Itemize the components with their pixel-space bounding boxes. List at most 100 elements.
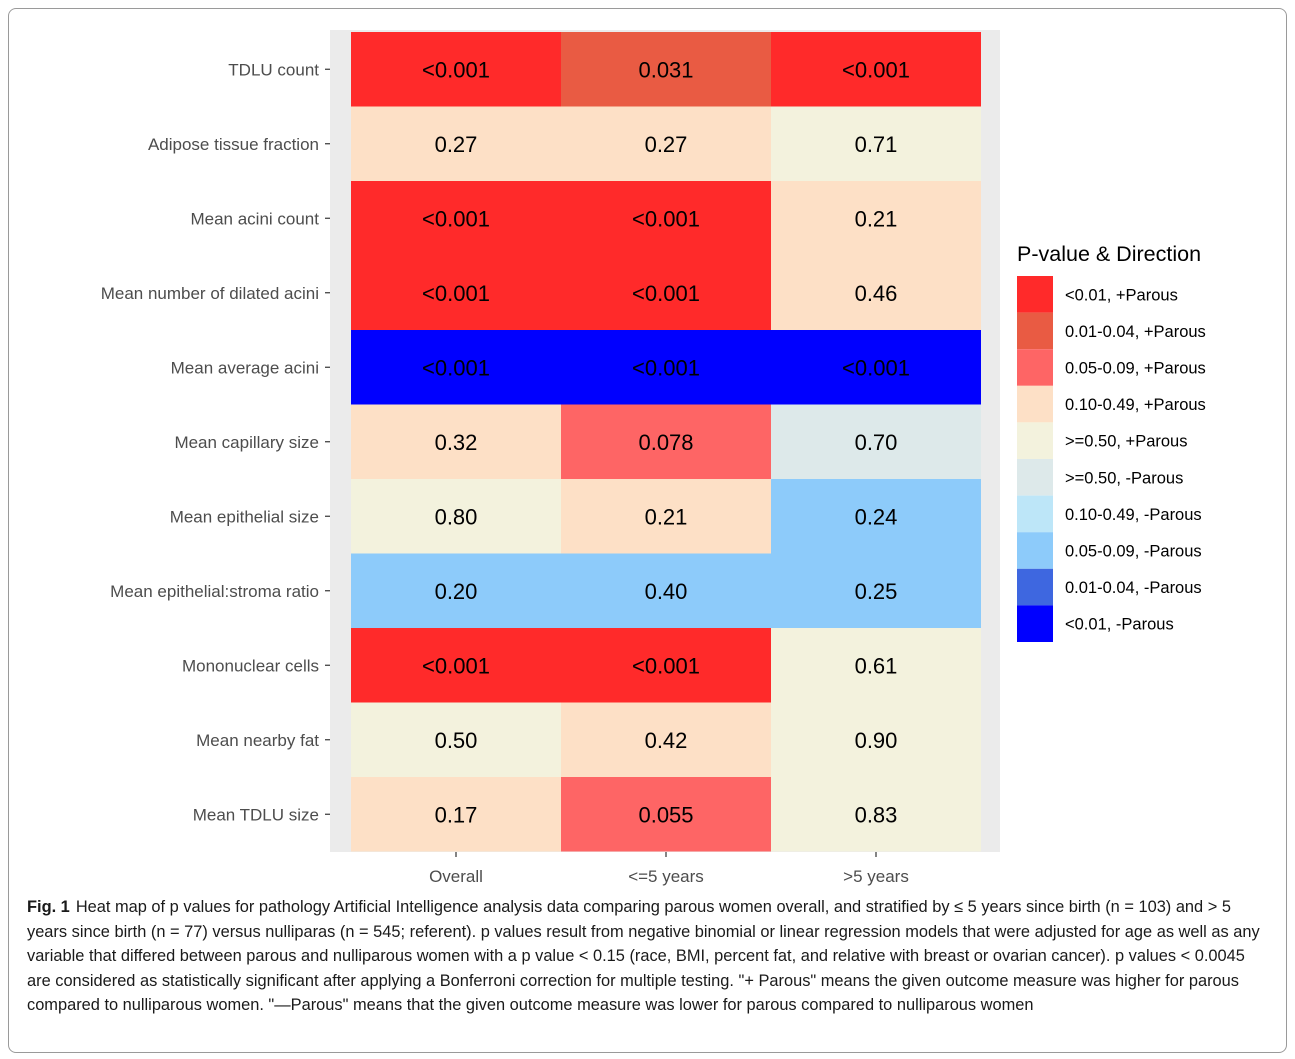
y-tick-label: Mean capillary size bbox=[174, 433, 319, 452]
cell-value-label: 0.50 bbox=[435, 728, 478, 753]
heatmap-cell bbox=[561, 702, 771, 777]
caption-label: Fig. 1 bbox=[27, 898, 70, 916]
heatmap-cell bbox=[561, 330, 771, 405]
cell-value-label: 0.24 bbox=[855, 504, 898, 529]
legend-swatch bbox=[1017, 276, 1053, 313]
cell-value-label: 0.32 bbox=[435, 430, 478, 455]
figure-frame bbox=[8, 8, 1287, 1053]
cell-value-label: <0.001 bbox=[632, 653, 700, 678]
cell-value-label: 0.21 bbox=[855, 206, 898, 231]
cell-value-label: 0.46 bbox=[855, 281, 898, 306]
legend-label: <0.01, +Parous bbox=[1065, 286, 1178, 304]
cell-value-label: 0.078 bbox=[638, 430, 693, 455]
x-tick-label: Overall bbox=[429, 867, 483, 886]
heatmap-cell bbox=[771, 330, 981, 405]
y-tick-label: Mean epithelial size bbox=[170, 507, 319, 526]
cell-value-label: <0.001 bbox=[632, 281, 700, 306]
legend-label: >=0.50, +Parous bbox=[1065, 433, 1187, 451]
figure-caption: Fig. 1 Heat map of p values for pathology… bbox=[27, 895, 1272, 1018]
heatmap-cell bbox=[351, 181, 561, 256]
y-tick-label: Mean epithelial:stroma ratio bbox=[110, 582, 319, 601]
legend-swatch bbox=[1017, 422, 1053, 459]
heatmap-cell bbox=[771, 106, 981, 181]
cell-value-label: 0.70 bbox=[855, 430, 898, 455]
cell-value-label: 0.71 bbox=[855, 132, 898, 157]
heatmap-cell bbox=[771, 479, 981, 554]
heatmap-cell bbox=[351, 255, 561, 330]
legend-label: >=0.50, -Parous bbox=[1065, 469, 1183, 487]
heatmap-cell bbox=[771, 553, 981, 628]
cell-value-label: 0.25 bbox=[855, 579, 898, 604]
heatmap-cell bbox=[771, 404, 981, 479]
heatmap-cell bbox=[351, 479, 561, 554]
heatmap-cell bbox=[561, 106, 771, 181]
cell-value-label: 0.21 bbox=[645, 504, 688, 529]
y-tick-label: Mean TDLU size bbox=[193, 805, 319, 824]
y-tick-label: Mean number of dilated acini bbox=[101, 284, 319, 303]
cell-value-label: <0.001 bbox=[842, 57, 910, 82]
heatmap-cell bbox=[561, 255, 771, 330]
y-tick-label: Mononuclear cells bbox=[182, 656, 319, 675]
heatmap-cell bbox=[771, 255, 981, 330]
heatmap-cell bbox=[771, 181, 981, 256]
heatmap-cell bbox=[561, 553, 771, 628]
heatmap-cell bbox=[561, 404, 771, 479]
legend-label: <0.01, -Parous bbox=[1065, 616, 1174, 634]
cell-value-label: <0.001 bbox=[632, 206, 700, 231]
legend-swatch bbox=[1017, 459, 1053, 496]
cell-value-label: 0.055 bbox=[638, 802, 693, 827]
legend-label: 0.05-0.09, -Parous bbox=[1065, 543, 1202, 561]
heatmap-cell bbox=[561, 479, 771, 554]
legend-label: 0.10-0.49, +Parous bbox=[1065, 396, 1206, 414]
y-tick-label: Mean nearby fat bbox=[196, 731, 319, 750]
cell-value-label: <0.001 bbox=[422, 281, 490, 306]
legend-swatch bbox=[1017, 568, 1053, 606]
cell-value-label: <0.001 bbox=[632, 355, 700, 380]
cell-value-label: 0.83 bbox=[855, 802, 898, 827]
cell-value-label: 0.40 bbox=[645, 579, 688, 604]
x-tick-label: <=5 years bbox=[628, 867, 704, 886]
cell-value-label: <0.001 bbox=[422, 57, 490, 82]
legend-swatch bbox=[1017, 495, 1053, 533]
heatmap-cell bbox=[351, 777, 561, 852]
heatmap-cell bbox=[771, 32, 981, 107]
legend-swatch bbox=[1017, 532, 1053, 569]
legend-label: 0.01-0.04, -Parous bbox=[1065, 579, 1202, 597]
cell-value-label: 0.17 bbox=[435, 802, 478, 827]
heatmap-cell bbox=[351, 702, 561, 777]
heatmap-cell bbox=[351, 553, 561, 628]
heatmap-cell bbox=[771, 702, 981, 777]
heatmap-cell bbox=[351, 32, 561, 107]
legend-swatch bbox=[1017, 312, 1053, 350]
heatmap-cell bbox=[561, 777, 771, 852]
heatmap-cell bbox=[561, 32, 771, 107]
cell-value-label: 0.27 bbox=[645, 132, 688, 157]
cell-value-label: 0.90 bbox=[855, 728, 898, 753]
heatmap-chart: <0.001 0.031 <0.001 0.27 0.27 0.71 <0.001 <0.00… bbox=[101, 30, 1206, 886]
y-tick-label: Mean acini count bbox=[190, 209, 319, 228]
legend-label: 0.05-0.09, +Parous bbox=[1065, 360, 1206, 378]
cell-value-label: <0.001 bbox=[422, 206, 490, 231]
cell-value-label: 0.42 bbox=[645, 728, 688, 753]
heatmap-cell bbox=[771, 628, 981, 703]
y-tick-label: TDLU count bbox=[228, 60, 319, 79]
heatmap-cell bbox=[351, 330, 561, 405]
heatmap-cell bbox=[351, 106, 561, 181]
legend-label: 0.01-0.04, +Parous bbox=[1065, 323, 1206, 341]
cell-value-label: 0.031 bbox=[638, 57, 693, 82]
caption-text: Heat map of p values for pathology Artif… bbox=[27, 898, 1260, 1014]
y-tick-label: Adipose tissue fraction bbox=[148, 135, 319, 154]
heatmap-cell bbox=[351, 628, 561, 703]
legend-title: P-value & Direction bbox=[1017, 242, 1201, 266]
cell-value-label: 0.27 bbox=[435, 132, 478, 157]
cell-value-label: <0.001 bbox=[842, 355, 910, 380]
legend-swatch bbox=[1017, 605, 1053, 642]
y-tick-label: Mean average acini bbox=[171, 358, 319, 377]
x-tick-label: >5 years bbox=[843, 867, 909, 886]
legend-label: 0.10-0.49, -Parous bbox=[1065, 506, 1202, 524]
cell-value-label: 0.20 bbox=[435, 579, 478, 604]
legend-swatch bbox=[1017, 349, 1053, 386]
cell-value-label: 0.80 bbox=[435, 504, 478, 529]
heatmap-cell bbox=[771, 777, 981, 852]
cell-value-label: <0.001 bbox=[422, 653, 490, 678]
